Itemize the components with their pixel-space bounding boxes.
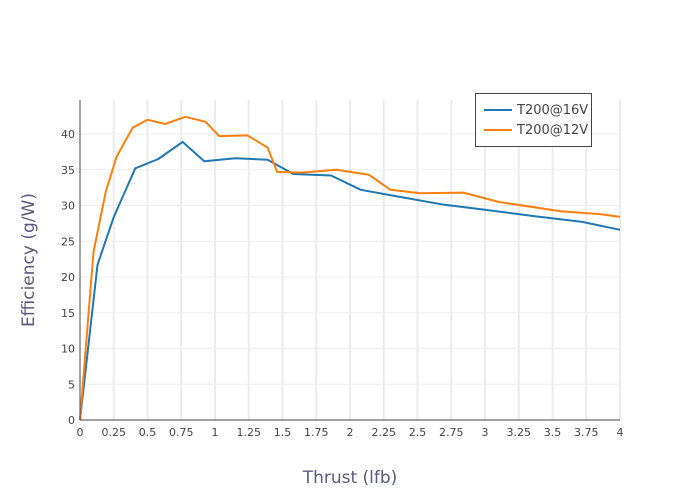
x-tick-label: 0.25 — [102, 426, 127, 439]
y-tick-label: 10 — [61, 343, 75, 356]
y-axis-ticks: 0 5 10 15 20 25 30 35 40 — [61, 128, 75, 427]
y-tick-label: 0 — [68, 414, 75, 427]
x-tick-label: 2.75 — [439, 426, 464, 439]
y-tick-label: 20 — [61, 271, 75, 284]
y-tick-label: 30 — [61, 200, 75, 213]
x-tick-label: 2.25 — [372, 426, 397, 439]
gridlines — [80, 100, 621, 420]
legend-label-12v[interactable]: T200@12V — [516, 123, 588, 138]
y-tick-label: 5 — [68, 378, 75, 391]
x-tick-label: 3.5 — [544, 426, 562, 439]
x-tick-label: 0 — [77, 426, 84, 439]
y-tick-label: 35 — [61, 164, 75, 177]
x-tick-label: 0.75 — [169, 426, 194, 439]
x-tick-label: 4 — [617, 426, 624, 439]
y-tick-label: 15 — [61, 307, 75, 320]
x-tick-label: 3.25 — [507, 426, 532, 439]
series-line-1[interactable] — [79, 115, 621, 421]
x-tick-label: 1.5 — [274, 426, 292, 439]
legend-label-16v[interactable]: T200@16V — [516, 103, 588, 118]
x-axis-ticks: 0 0.25 0.5 0.75 1 1.25 1.5 1.75 2 2.25 2.5 2.75 3 3.2… — [77, 426, 624, 439]
legend[interactable]: T200@16V T200@12V — [475, 93, 592, 147]
x-tick-label: 2 — [347, 426, 354, 439]
x-tick-label: 3.75 — [574, 426, 599, 439]
x-tick-label: 2.5 — [409, 426, 427, 439]
x-tick-label: 1 — [212, 426, 219, 439]
y-tick-label: 25 — [61, 235, 75, 248]
x-tick-label: 3 — [482, 426, 489, 439]
x-axis-title: Thrust (lfb) — [302, 468, 398, 488]
x-tick-label: 0.5 — [139, 426, 157, 439]
x-tick-label: 1.75 — [304, 426, 329, 439]
y-axis-title: Efficiency (g/W) — [19, 193, 39, 327]
y-tick-label: 40 — [61, 128, 75, 141]
x-tick-label: 1.25 — [237, 426, 262, 439]
series-line-0[interactable] — [79, 140, 621, 421]
legend-box — [475, 93, 592, 147]
plot-series — [79, 115, 621, 421]
